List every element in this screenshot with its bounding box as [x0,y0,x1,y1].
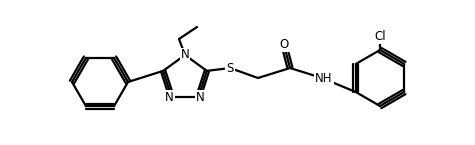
Text: Cl: Cl [374,30,386,44]
Text: NH: NH [315,72,333,86]
Text: N: N [180,48,190,61]
Text: O: O [279,39,289,51]
Text: N: N [196,91,205,104]
Text: S: S [226,61,234,75]
Text: N: N [165,91,174,104]
